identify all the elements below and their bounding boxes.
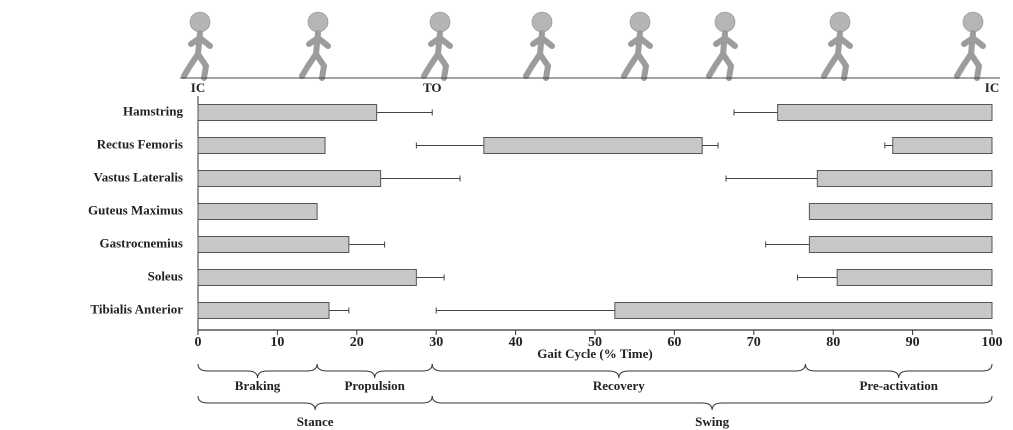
phase-brace [317, 364, 432, 378]
phase-label: Braking [235, 378, 281, 393]
x-tick-label: 80 [826, 335, 840, 350]
x-tick-label: 40 [509, 335, 523, 350]
x-tick-label: 10 [270, 335, 284, 350]
activation-bar [198, 270, 416, 286]
activation-bar [615, 303, 992, 319]
phase-marker: IC [985, 80, 999, 95]
activation-bar [837, 270, 992, 286]
activation-bar [198, 105, 377, 121]
activation-bar [778, 105, 992, 121]
activation-bar [198, 204, 317, 220]
x-tick-label: 20 [350, 335, 364, 350]
runner-figure [424, 12, 450, 78]
runner-figure [709, 12, 735, 78]
muscle-label: Hamstring [123, 103, 183, 118]
phase-brace [805, 364, 992, 378]
muscle-label: Rectus Femoris [97, 136, 183, 151]
muscle-label: Vastus Lateralis [94, 169, 183, 184]
x-tick-label: 70 [747, 335, 761, 350]
phase-brace [432, 396, 992, 410]
runner-figure [184, 12, 210, 78]
activation-bar [198, 303, 329, 319]
activation-bar [198, 171, 381, 187]
phase-label: Propulsion [344, 378, 405, 393]
x-tick-label: 60 [667, 335, 681, 350]
x-tick-label: 100 [982, 335, 1003, 350]
activation-bar [484, 138, 702, 154]
phase-brace [432, 364, 805, 378]
activation-bar [198, 237, 349, 253]
phase-label: Pre-activation [859, 378, 938, 393]
phase-label: Recovery [593, 378, 645, 393]
runner-figure [624, 12, 650, 78]
runner-figures [184, 12, 983, 78]
runner-figure [526, 12, 552, 78]
phase-marker: TO [423, 80, 442, 95]
activation-bar [809, 237, 992, 253]
activation-bar [817, 171, 992, 187]
activation-bar [893, 138, 992, 154]
phase-label: Stance [297, 414, 334, 429]
runner-figure [302, 12, 328, 78]
chart: Gait Cycle (% Time) ICTOIC01020304050607… [0, 0, 1013, 430]
muscle-label: Tibialis Anterior [90, 301, 183, 316]
phase-brace [198, 396, 432, 410]
phase-marker: IC [191, 80, 205, 95]
x-tick-label: 0 [195, 335, 202, 350]
muscle-label: Soleus [148, 268, 183, 283]
activation-bar [198, 138, 325, 154]
x-tick-label: 50 [588, 335, 602, 350]
x-tick-label: 30 [429, 335, 443, 350]
runner-figure [824, 12, 850, 78]
phase-brace [198, 364, 317, 378]
x-tick-label: 90 [906, 335, 920, 350]
runner-figure [957, 12, 983, 78]
muscle-label: Gastrocnemius [99, 235, 183, 250]
activation-bar [809, 204, 992, 220]
phase-label: Swing [695, 414, 729, 429]
muscle-label: Guteus Maximus [88, 202, 183, 217]
